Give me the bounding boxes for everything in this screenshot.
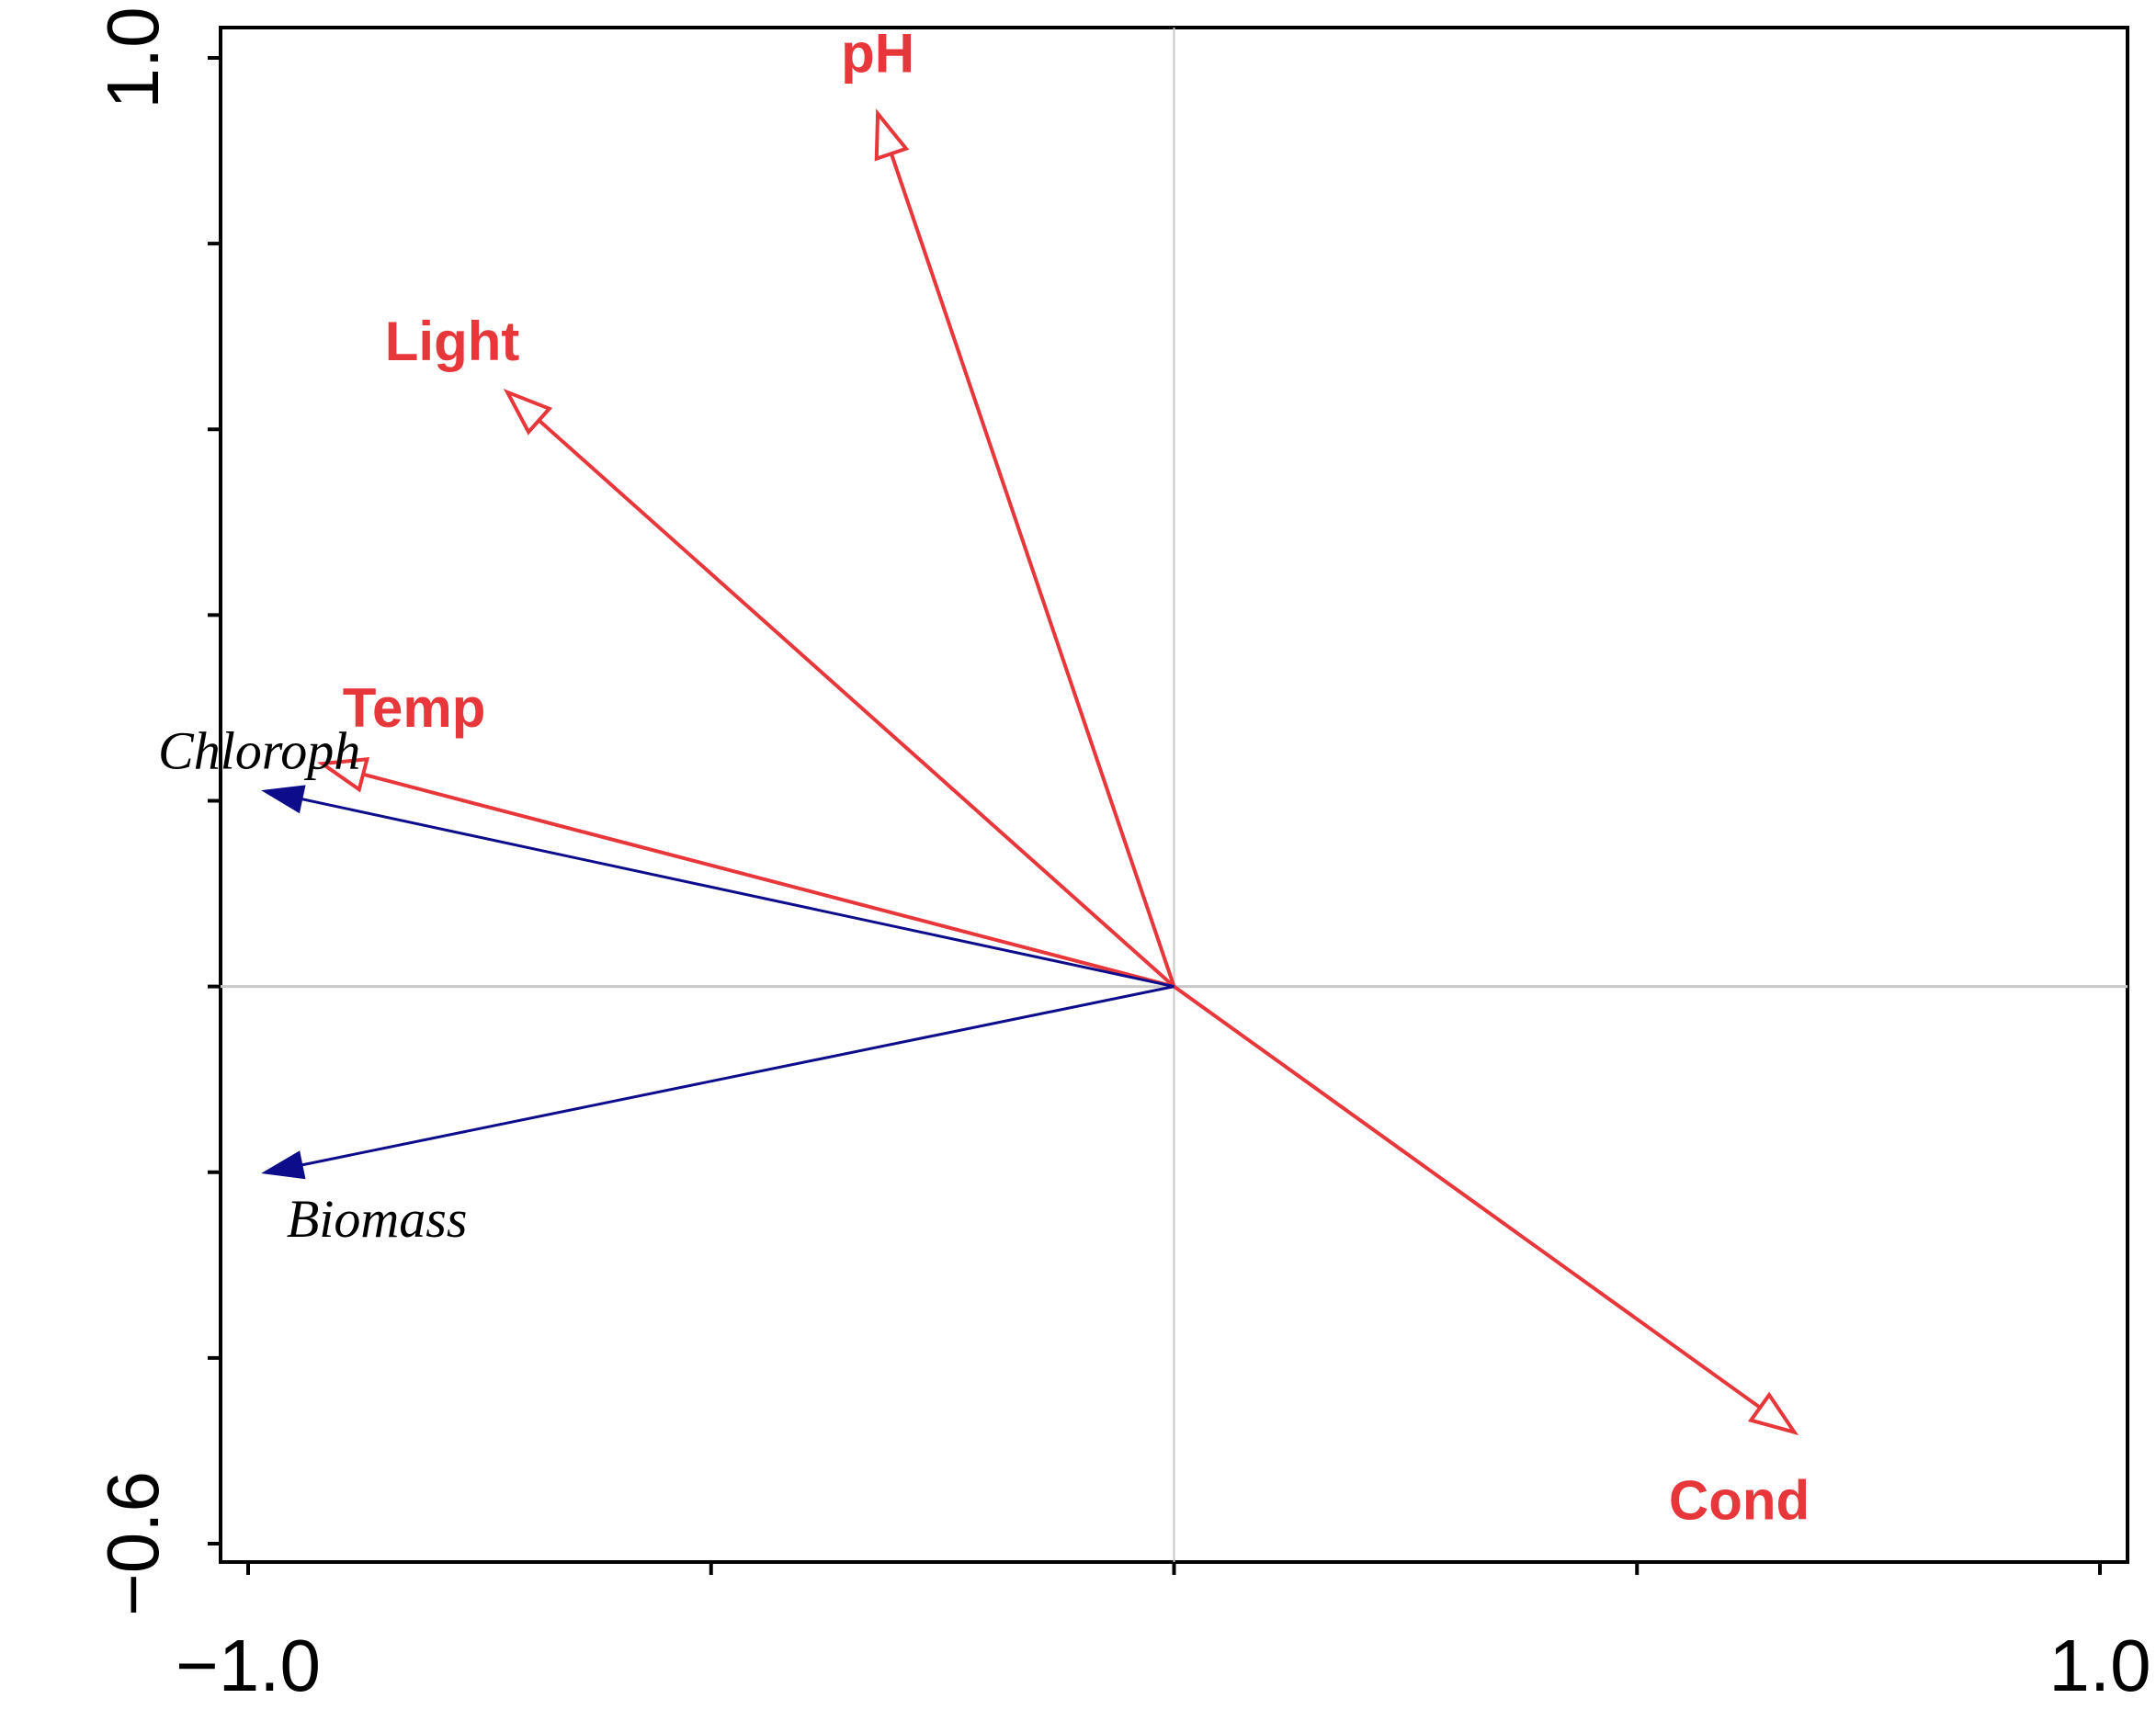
- biomass-label: Biomass: [287, 1189, 468, 1249]
- cond-label: Cond: [1669, 1470, 1810, 1532]
- tick-labels: −1.0 1.0 1.0 −0.6: [92, 6, 2151, 1706]
- x-tick-label: 1.0: [2048, 1625, 2150, 1706]
- ph-label: pH: [841, 23, 914, 85]
- chloroph-label: Chloroph: [158, 720, 360, 780]
- chloroph-arrow-line: [300, 797, 1174, 989]
- cond-arrow-line: [1173, 985, 1762, 1410]
- x-tick-label: −1.0: [176, 1625, 321, 1706]
- temp-arrow-head: [317, 757, 370, 793]
- variable-labels: pH Light Temp Cond Chloroph Biomass: [158, 23, 1810, 1532]
- y-tick-label: 1.0: [92, 6, 174, 108]
- biomass-arrow-line: [301, 985, 1174, 1167]
- ph-arrow-line: [889, 153, 1176, 988]
- y-tick-label: −0.6: [92, 1471, 174, 1616]
- temp-label: Temp: [343, 677, 486, 739]
- axis-ticks: [208, 56, 2102, 1575]
- cond-arrow-head: [1747, 1391, 1799, 1436]
- temp-arrow-line: [362, 772, 1175, 989]
- light-label: Light: [385, 311, 520, 372]
- light-arrow-line: [538, 418, 1175, 989]
- variable-arrows: [261, 108, 1799, 1436]
